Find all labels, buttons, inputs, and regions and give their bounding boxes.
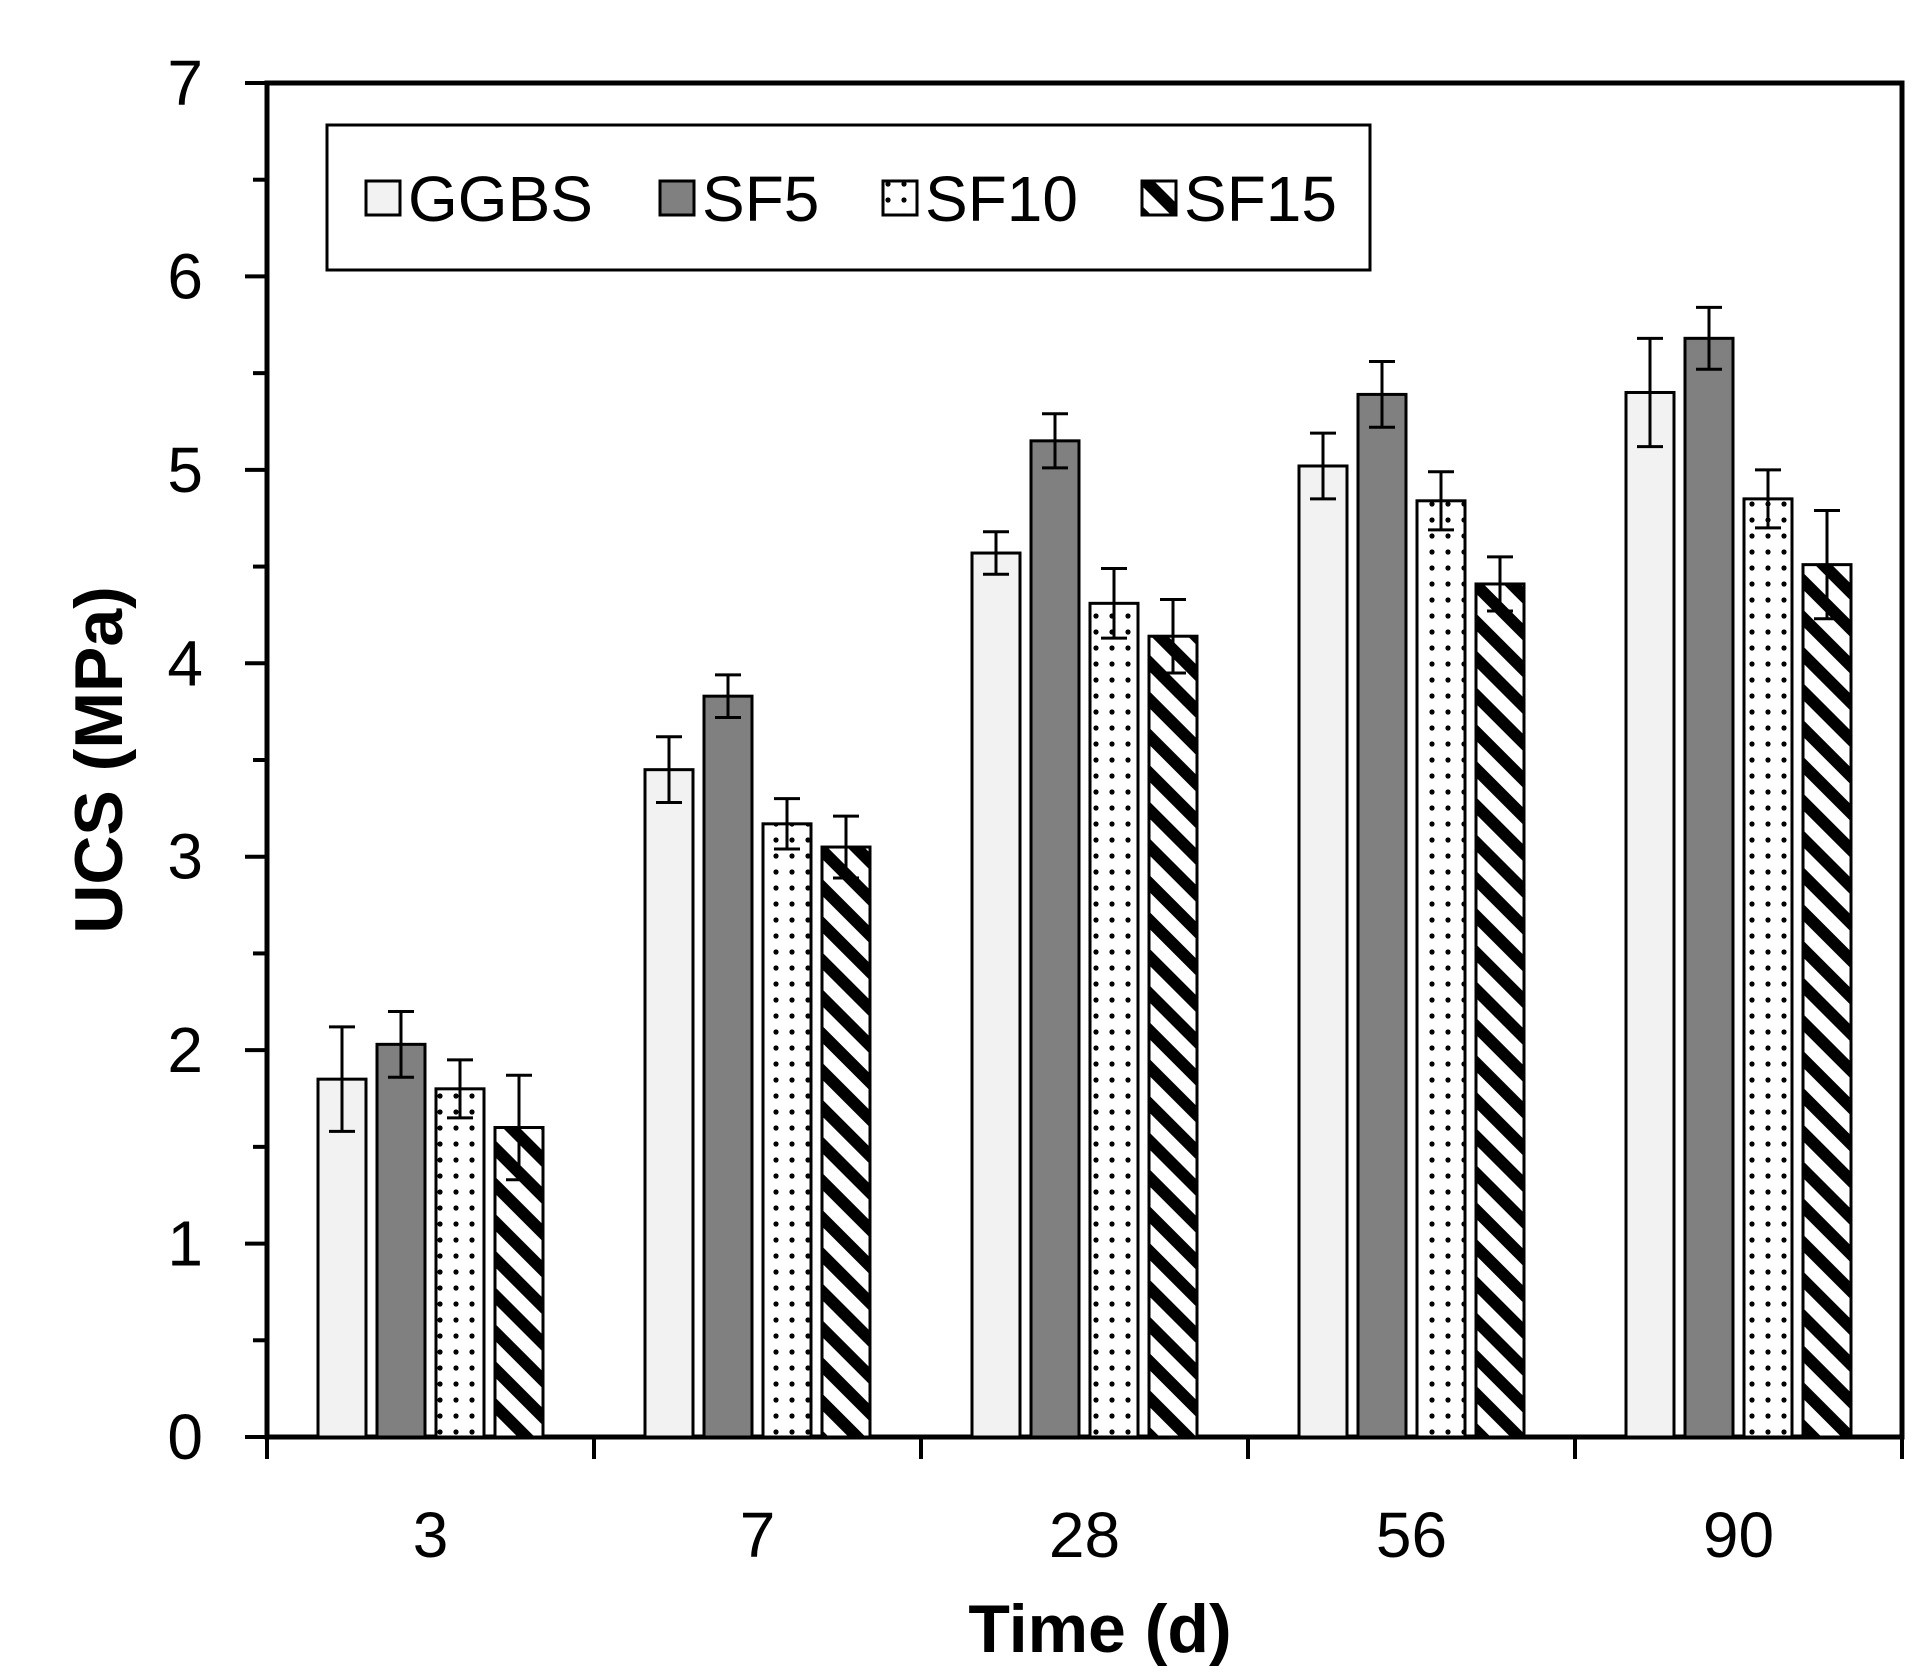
errorbar-sf15-3 (506, 1073, 532, 1182)
legend-frame (325, 123, 1372, 272)
bars-group (316, 336, 1853, 1439)
errorbar-sf15-90 (1814, 508, 1840, 621)
errorbar-sf5-28 (1042, 412, 1068, 470)
y-axis: 0 1 2 3 4 5 6 7 (167, 47, 267, 1473)
bar-ggbs-56 (1297, 464, 1349, 1439)
error-bars-group (329, 305, 1840, 1182)
errorbar-sf10-90 (1755, 468, 1781, 530)
legend-label-sf5: SF5 (702, 163, 819, 235)
bar-sf10-28 (1088, 601, 1140, 1439)
bar-sf5-56 (1356, 392, 1408, 1439)
errorbar-sf15-7 (833, 814, 859, 880)
bar-sf10-56 (1415, 499, 1467, 1439)
bar-sf15-7 (820, 845, 872, 1439)
bar-sf5-28 (1029, 439, 1081, 1439)
y-axis-title: UCS (MPa) (61, 586, 137, 934)
x-tick-label: 3 (413, 1499, 449, 1571)
errorbar-sf5-7 (715, 673, 741, 719)
errorbar-ggbs-90 (1637, 336, 1663, 449)
errorbar-sf15-28 (1160, 597, 1186, 675)
errorbar-ggbs-7 (656, 735, 682, 805)
x-tick-label: 7 (740, 1499, 776, 1571)
errorbar-ggbs-28 (983, 530, 1009, 576)
bar-sf10-7 (761, 822, 813, 1439)
bar-sf10-3 (434, 1087, 486, 1439)
bar-sf15-90 (1801, 563, 1853, 1439)
errorbar-sf10-28 (1101, 567, 1127, 640)
bar-sf5-90 (1683, 336, 1735, 1439)
bar-sf15-56 (1474, 582, 1526, 1439)
bar-ggbs-7 (643, 768, 695, 1439)
y-tick-label: 3 (167, 821, 203, 893)
bar-ggbs-3 (316, 1077, 368, 1439)
errorbar-ggbs-56 (1310, 431, 1336, 501)
errorbar-sf10-7 (774, 797, 800, 851)
errorbar-sf10-3 (447, 1058, 473, 1120)
legend-label-sf10: SF10 (925, 163, 1078, 235)
errorbar-sf10-56 (1428, 470, 1454, 532)
legend-swatch-ggbs (364, 179, 402, 217)
y-tick-label: 1 (167, 1208, 203, 1280)
y-tick-label: 7 (167, 47, 203, 119)
errorbar-sf5-90 (1696, 305, 1722, 371)
legend-label-sf15: SF15 (1184, 163, 1337, 235)
y-tick-label: 2 (167, 1014, 203, 1086)
bar-ggbs-28 (970, 551, 1022, 1439)
bar-sf10-90 (1742, 497, 1794, 1439)
legend-swatch-sf15 (1140, 179, 1178, 217)
legend-label-ggbs: GGBS (408, 163, 593, 235)
x-tick-label: 90 (1703, 1499, 1774, 1571)
y-tick-label: 5 (167, 434, 203, 506)
errorbar-sf5-3 (388, 1009, 414, 1079)
legend-swatch-sf10 (881, 179, 919, 217)
y-tick-label: 0 (167, 1401, 203, 1473)
bar-sf5-3 (375, 1042, 427, 1439)
bar-sf15-28 (1147, 634, 1199, 1439)
bar-sf5-7 (702, 694, 754, 1439)
legend: GGBS SF5 SF10 SF15 (325, 123, 1372, 272)
x-tick-label: 28 (1049, 1499, 1120, 1571)
errorbar-ggbs-3 (329, 1025, 355, 1133)
legend-swatch-sf5 (658, 179, 696, 217)
y-tick-label: 4 (167, 627, 203, 699)
y-tick-label: 6 (167, 240, 203, 312)
x-axis-title: Time (d) (968, 1591, 1231, 1667)
bar-ggbs-90 (1624, 390, 1676, 1439)
x-axis: 3 7 28 56 90 (265, 1437, 1904, 1571)
x-tick-label: 56 (1376, 1499, 1447, 1571)
errorbar-sf15-56 (1487, 555, 1513, 613)
errorbar-sf5-56 (1369, 360, 1395, 429)
